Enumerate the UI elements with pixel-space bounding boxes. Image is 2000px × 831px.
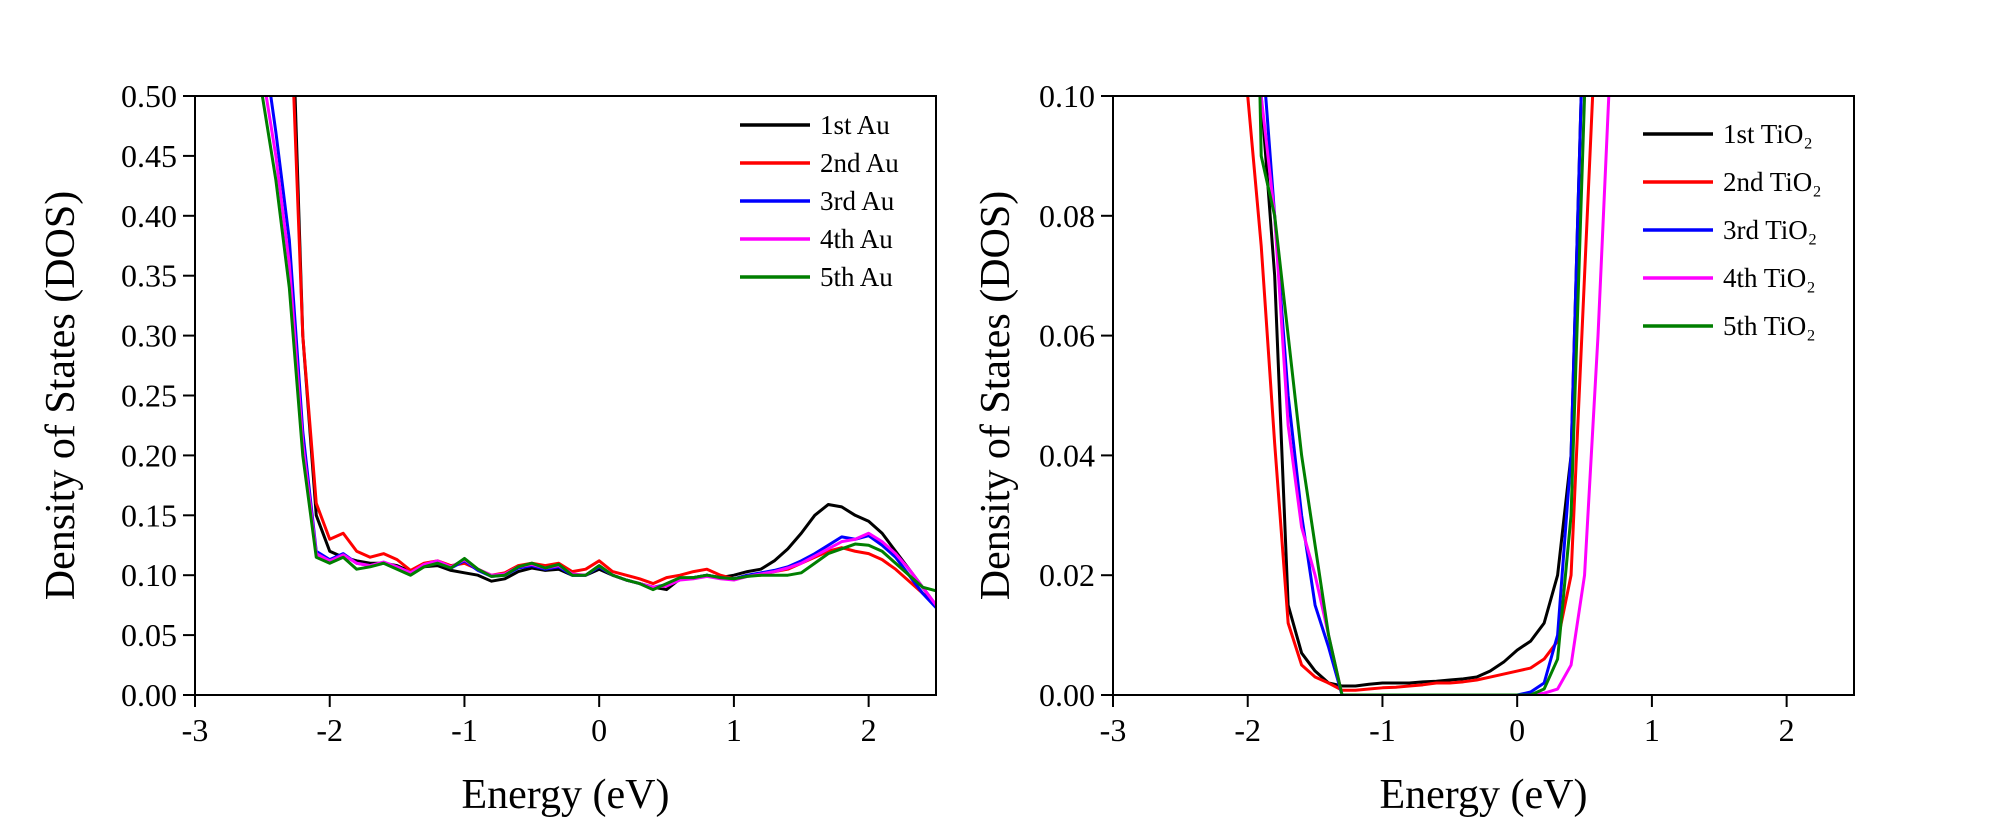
series-line xyxy=(1259,96,1611,695)
y-tick-label: 0.50 xyxy=(121,78,177,114)
series-line xyxy=(260,96,936,593)
plot-frame xyxy=(194,95,937,696)
series-line xyxy=(1264,96,1583,695)
plot: 0.00 0.05 0.10 0.15 0.20 0.25 0.30 0.35 0.40 0.45… xyxy=(38,78,937,818)
series-line xyxy=(1258,96,1587,695)
x-tick-label: -2 xyxy=(316,712,343,748)
legend-label: 5th Au xyxy=(820,262,893,292)
y-tick-label: 0.20 xyxy=(121,437,177,473)
y-tick-label: 0.05 xyxy=(121,617,177,653)
x-axis-label: Energy (eV) xyxy=(462,772,670,818)
x-tick-label: 0 xyxy=(591,712,607,748)
legend-label: 5th TiO₂ xyxy=(1723,311,1816,341)
series-group xyxy=(1246,96,1611,695)
x-tick-label: 1 xyxy=(1644,712,1660,748)
x-tick-label: -2 xyxy=(1234,712,1261,748)
legend-label: 1st TiO₂ xyxy=(1723,119,1813,149)
legend-label: 4th TiO₂ xyxy=(1723,263,1816,293)
legend-label: 1st Au xyxy=(820,110,890,140)
x-tick-label: -3 xyxy=(1100,712,1127,748)
x-tick-label: -3 xyxy=(182,712,209,748)
y-axis-label: Density of States (DOS) xyxy=(973,191,1019,600)
legend-label: 3rd Au xyxy=(820,186,895,216)
x-tick-label: 2 xyxy=(861,712,877,748)
legend-label: 2nd TiO₂ xyxy=(1723,167,1822,197)
x-axis-label: Energy (eV) xyxy=(1380,772,1588,818)
plot-frame xyxy=(1112,95,1855,696)
x-tick-label: -1 xyxy=(451,712,478,748)
x-tick-label: 0 xyxy=(1509,712,1525,748)
y-tick-label: 0.15 xyxy=(121,497,177,533)
x-tick-label: 1 xyxy=(726,712,742,748)
series-group xyxy=(260,96,936,609)
y-tick-label: 0.00 xyxy=(1039,677,1095,713)
y-tick-label: 0.00 xyxy=(121,677,177,713)
series-line xyxy=(293,96,936,607)
y-tick-label: 0.06 xyxy=(1039,318,1095,354)
series-line xyxy=(292,96,936,607)
y-tick-label: 0.08 xyxy=(1039,198,1095,234)
y-tick-label: 0.10 xyxy=(121,557,177,593)
x-tick-label: 2 xyxy=(1779,712,1795,748)
legend-label: 4th Au xyxy=(820,224,893,254)
x-tick-label: -1 xyxy=(1369,712,1396,748)
y-tick-label: 0.45 xyxy=(121,138,177,174)
y-axis-label: Density of States (DOS) xyxy=(38,191,84,600)
legend-label: 2nd Au xyxy=(820,148,899,178)
y-tick-label: 0.25 xyxy=(121,378,177,414)
series-line xyxy=(1246,96,1595,692)
plot: 0.00 0.02 0.04 0.06 0.08 0.10 -3 -2 -1 0 1 2 Energy … xyxy=(973,78,1855,818)
y-tick-label: 0.10 xyxy=(1039,78,1095,114)
series-line xyxy=(1259,96,1583,688)
y-tick-label: 0.30 xyxy=(121,318,177,354)
y-tick-label: 0.02 xyxy=(1039,557,1095,593)
legend-label: 3rd TiO₂ xyxy=(1723,215,1817,245)
y-tick-label: 0.04 xyxy=(1039,437,1095,473)
y-tick-label: 0.40 xyxy=(121,198,177,234)
y-tick-label: 0.35 xyxy=(121,258,177,294)
